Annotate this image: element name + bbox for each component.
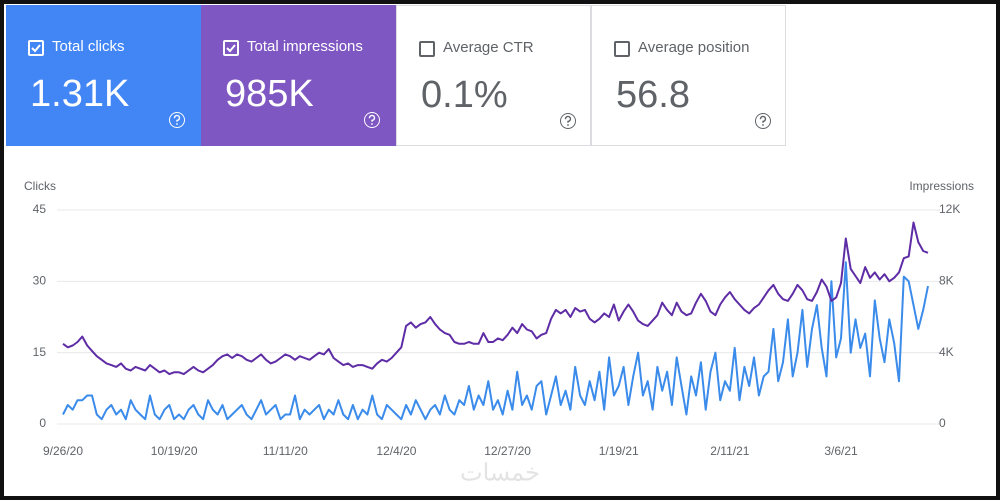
y-tick-label: 30: [33, 274, 47, 288]
metric-value: 56.8: [616, 74, 690, 116]
check-mark: [226, 44, 236, 53]
check-mark: [31, 44, 41, 53]
y2-axis-title: Impressions: [909, 179, 974, 193]
x-tick-label: 9/26/20: [43, 444, 83, 458]
help-glyph: [368, 114, 376, 125]
help-glyph: [564, 115, 572, 126]
checkbox[interactable]: [28, 40, 44, 56]
metric-label: Total impressions: [247, 38, 363, 55]
metric-card[interactable]: Average CTR 0.1%: [396, 5, 591, 146]
metric-value: 0.1%: [421, 74, 508, 116]
x-tick-label: 12/27/20: [484, 444, 531, 458]
metric-card[interactable]: Average position 56.8: [591, 5, 786, 146]
watermark: خمسات: [460, 459, 540, 486]
x-tick-label: 3/6/21: [824, 444, 858, 458]
x-tick-label: 10/19/20: [151, 444, 198, 458]
metric-value: 985K: [225, 73, 314, 115]
x-tick-label: 12/4/20: [376, 444, 416, 458]
metric-card[interactable]: Total impressions 985K: [201, 5, 396, 146]
metric-card[interactable]: Total clicks 1.31K: [6, 5, 201, 146]
series-line: [62, 221, 929, 376]
checkbox[interactable]: [419, 41, 435, 57]
help-icon[interactable]: [560, 113, 576, 129]
x-tick-label: 1/19/21: [599, 444, 639, 458]
metric-label: Average CTR: [443, 39, 534, 56]
checkbox[interactable]: [614, 41, 630, 57]
x-tick-label: 2/11/21: [710, 444, 749, 458]
help-icon[interactable]: [755, 113, 771, 129]
y2-tick-label: 4K: [939, 345, 954, 359]
help-icon[interactable]: [364, 112, 380, 128]
y2-tick-label: 0: [939, 416, 946, 430]
performance-chart: Clicks Impressions خمسات 0 15 30 45 0 4K 8K 12K…: [24, 179, 974, 486]
y2-tick-label: 8K: [939, 274, 954, 288]
checkbox[interactable]: [223, 40, 239, 56]
metric-value: 1.31K: [30, 73, 130, 115]
y-tick-label: 45: [33, 202, 47, 216]
y-axis-title: Clicks: [24, 179, 56, 193]
y-tick-label: 0: [39, 416, 46, 430]
y2-tick-label: 12K: [939, 202, 960, 216]
series-line: [62, 261, 929, 421]
metric-label: Average position: [638, 39, 750, 56]
help-icon[interactable]: [169, 112, 185, 128]
help-glyph: [173, 114, 181, 125]
metric-label: Total clicks: [52, 38, 125, 55]
y-tick-label: 15: [33, 345, 47, 359]
x-tick-label: 11/11/20: [263, 444, 308, 458]
help-glyph: [759, 115, 767, 126]
